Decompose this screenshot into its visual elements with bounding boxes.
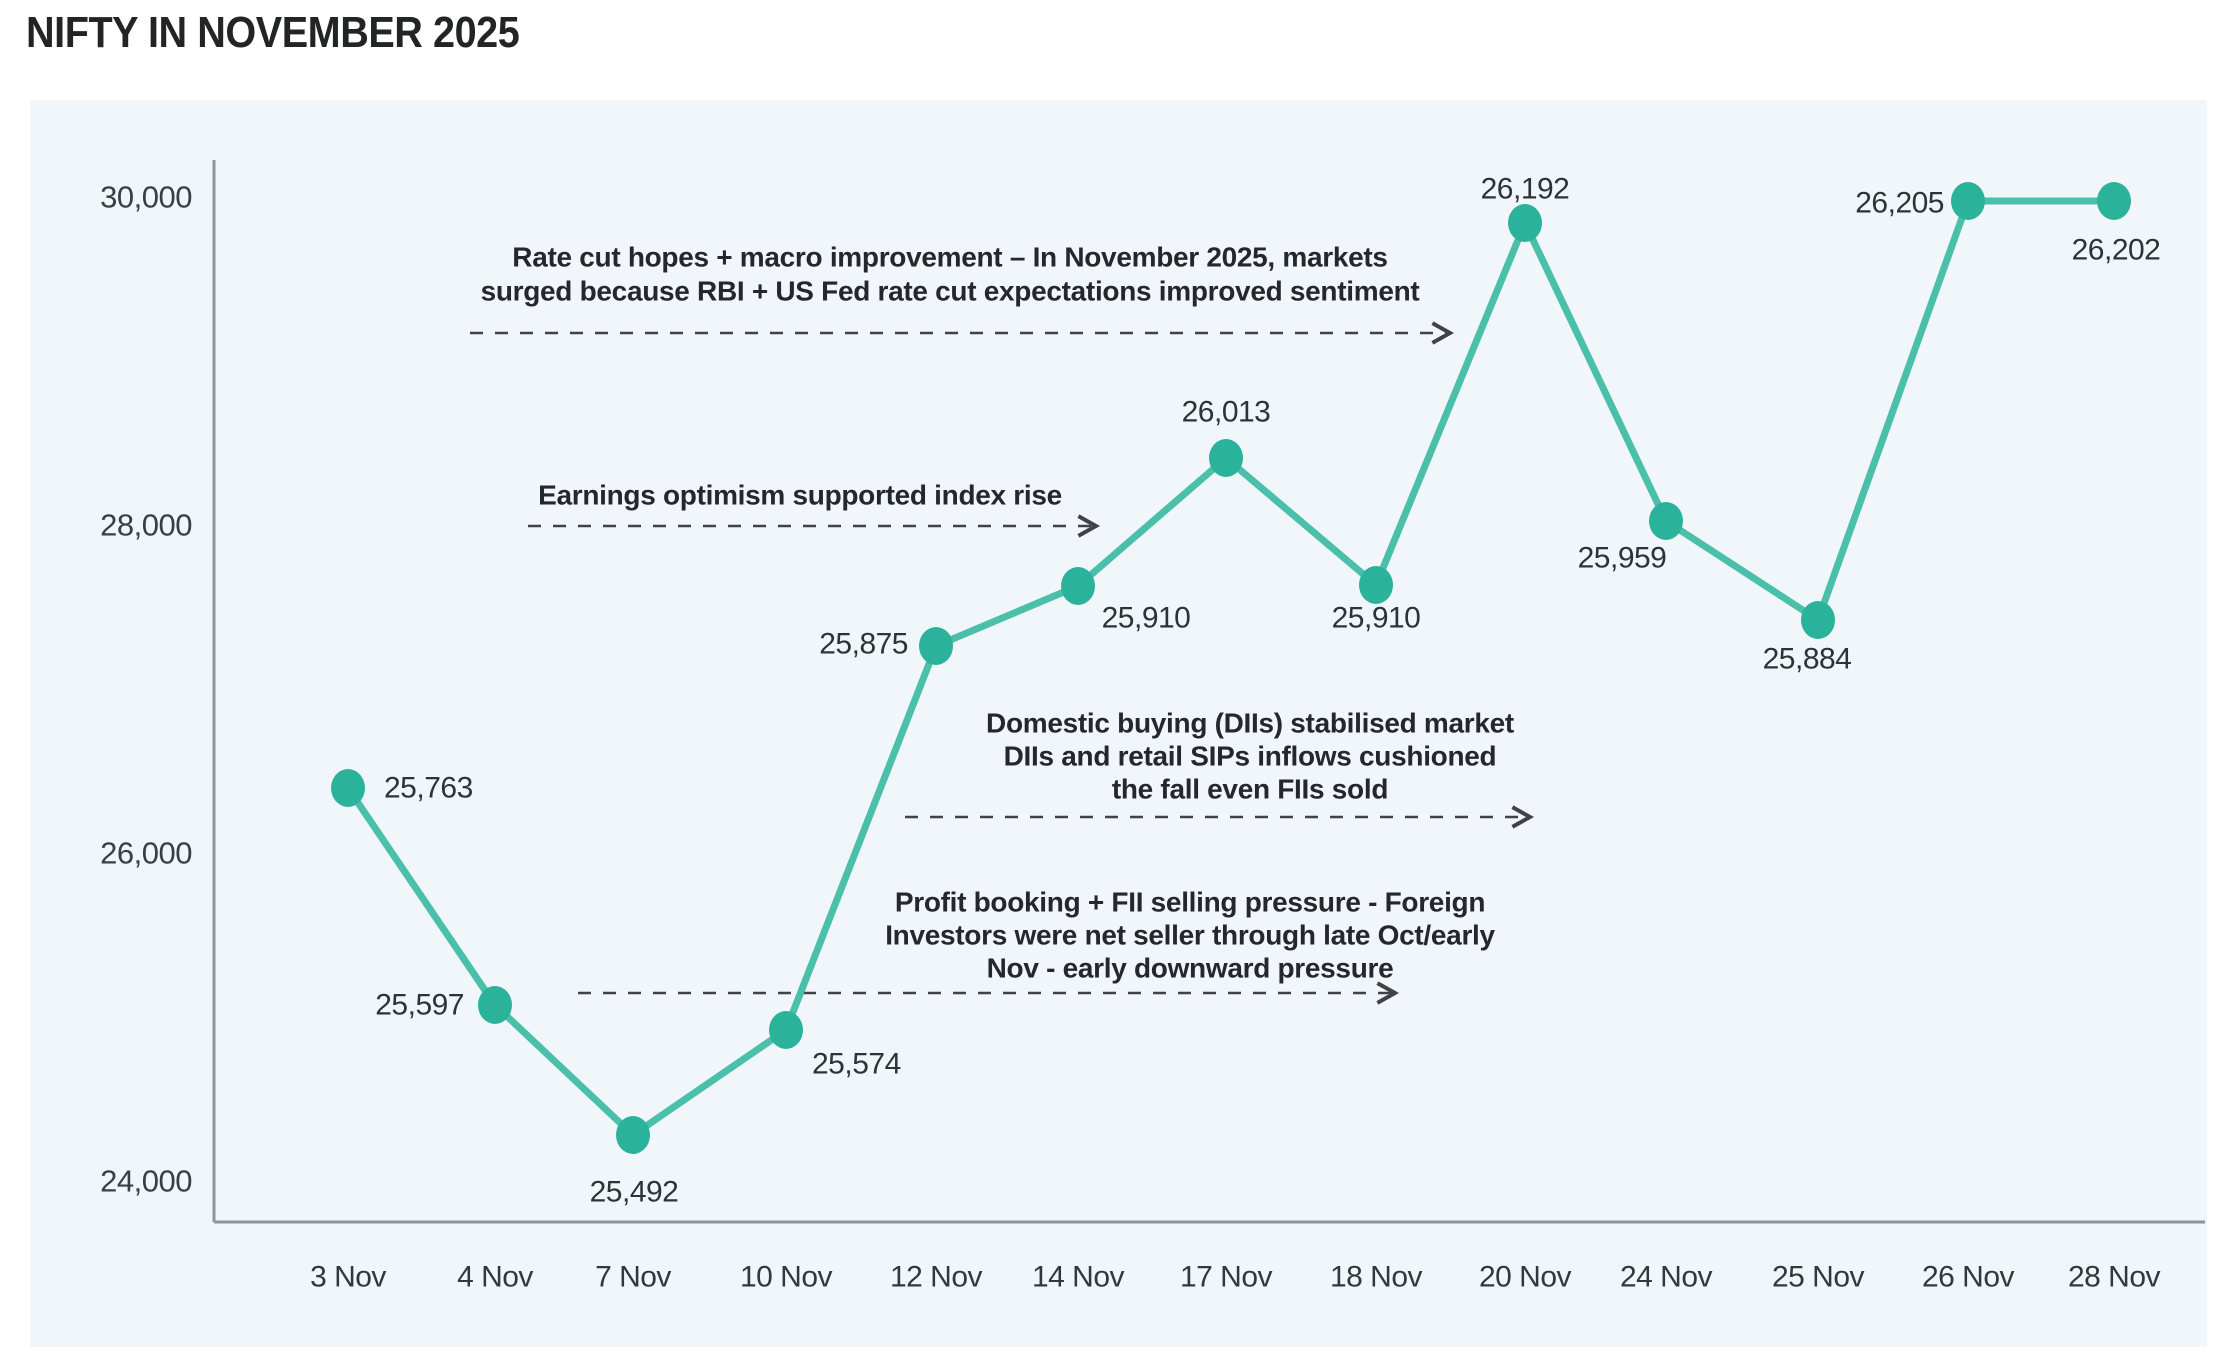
annotation-text: Rate cut hopes + macro improvement – In … (512, 242, 1387, 273)
x-tick-label: 26 Nov (1922, 1261, 2015, 1294)
data-point-28-nov (2097, 182, 2131, 220)
annotation-text: Domestic buying (DIIs) stabilised market (986, 708, 1514, 739)
y-tick-label: 26,000 (100, 836, 192, 871)
data-point-label: 26,013 (1182, 396, 1271, 429)
x-tick-label: 17 Nov (1180, 1261, 1273, 1294)
data-point-label: 25,884 (1763, 643, 1852, 676)
data-point-label: 25,910 (1102, 602, 1191, 635)
x-tick-label: 12 Nov (890, 1261, 983, 1294)
x-tick-label: 3 Nov (310, 1261, 386, 1294)
data-point-label: 26,192 (1481, 173, 1570, 206)
data-point-label: 26,205 (1855, 187, 1944, 220)
annotation-text: Earnings optimism supported index rise (538, 480, 1062, 511)
data-point-3-nov (331, 769, 365, 807)
data-point-26-nov (1951, 182, 1985, 220)
y-tick-label: 30,000 (100, 180, 192, 215)
x-tick-label: 14 Nov (1032, 1261, 1125, 1294)
data-point-label: 25,492 (590, 1176, 679, 1209)
data-point-label: 25,763 (384, 772, 473, 805)
annotation-text: Nov - early downward pressure (987, 953, 1394, 984)
data-point-17-nov (1209, 439, 1243, 477)
data-point-14-nov (1061, 567, 1095, 605)
data-point-label: 25,910 (1332, 602, 1421, 635)
annotation-text: Profit booking + FII selling pressure - … (895, 887, 1485, 918)
annotation-text: surged because RBI + US Fed rate cut exp… (481, 276, 1420, 307)
data-point-label: 25,574 (812, 1048, 901, 1081)
data-point-18-nov (1359, 566, 1393, 604)
x-tick-label: 20 Nov (1479, 1261, 1572, 1294)
data-point-20-nov (1508, 204, 1542, 242)
data-point-4-nov (478, 986, 512, 1024)
data-point-label: 25,875 (819, 628, 908, 661)
data-point-10-nov (769, 1011, 803, 1049)
x-tick-label: 28 Nov (2068, 1261, 2161, 1294)
annotation-text: Investors were net seller through late O… (885, 920, 1495, 951)
page-title: NIFTY IN NOVEMBER 2025 (26, 8, 520, 57)
x-tick-label: 24 Nov (1620, 1261, 1713, 1294)
annotation-text: the fall even FIIs sold (1112, 774, 1388, 805)
data-point-label: 25,597 (375, 989, 464, 1022)
annotation-text: DIIs and retail SIPs inflows cushioned (1004, 741, 1497, 772)
data-point-label: 26,202 (2072, 234, 2161, 267)
y-tick-label: 24,000 (100, 1164, 192, 1199)
data-point-25-nov (1801, 601, 1835, 639)
x-tick-label: 4 Nov (457, 1261, 533, 1294)
data-point-24-nov (1649, 502, 1683, 540)
data-point-label: 25,959 (1578, 542, 1667, 575)
x-tick-label: 25 Nov (1772, 1261, 1865, 1294)
x-tick-label: 10 Nov (740, 1261, 833, 1294)
chart-panel (30, 100, 2207, 1347)
x-tick-label: 7 Nov (595, 1261, 671, 1294)
x-tick-label: 18 Nov (1330, 1261, 1423, 1294)
data-point-7-nov (616, 1116, 650, 1154)
data-point-12-nov (919, 627, 953, 665)
y-tick-label: 28,000 (100, 508, 192, 543)
